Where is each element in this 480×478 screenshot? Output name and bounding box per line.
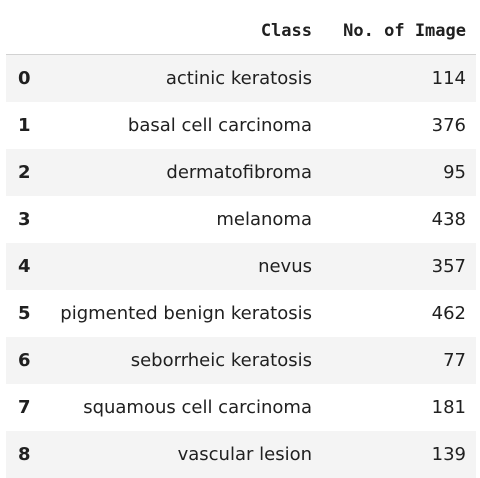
table-body: 0 actinic keratosis 114 1 basal cell car… — [6, 54, 476, 478]
header-class: Class — [46, 8, 317, 55]
row-index: 5 — [18, 302, 31, 324]
table-row: 0 actinic keratosis 114 — [6, 54, 476, 102]
row-class: vascular lesion — [177, 443, 312, 465]
row-class: actinic keratosis — [165, 67, 312, 89]
row-class: pigmented benign keratosis — [60, 302, 312, 324]
row-count: 181 — [431, 396, 466, 418]
row-count: 462 — [431, 302, 466, 324]
header-count: No. of Image — [317, 8, 476, 55]
table-row: 1 basal cell carcinoma 376 — [6, 101, 476, 149]
table-row: 3 melanoma 438 — [6, 195, 476, 243]
row-count: 438 — [431, 208, 466, 230]
dataframe-output: Class No. of Image 0 actinic keratosis 1… — [6, 8, 476, 478]
row-count: 376 — [431, 114, 466, 136]
row-class: seborrheic keratosis — [130, 349, 312, 371]
table-row: 4 nevus 357 — [6, 242, 476, 290]
row-count: 139 — [431, 443, 466, 465]
row-index: 1 — [18, 114, 31, 136]
row-class: basal cell carcinoma — [127, 114, 312, 136]
table-row: 5 pigmented benign keratosis 462 — [6, 289, 476, 337]
row-count: 77 — [443, 349, 466, 371]
row-index: 6 — [18, 349, 31, 371]
row-count: 357 — [431, 255, 466, 277]
row-index: 4 — [18, 255, 31, 277]
dataframe-table: Class No. of Image 0 actinic keratosis 1… — [6, 8, 476, 478]
table-row: 2 dermatofibroma 95 — [6, 148, 476, 196]
row-index: 3 — [18, 208, 31, 230]
header-row: Class No. of Image — [6, 8, 476, 55]
row-index: 8 — [18, 443, 31, 465]
row-count: 95 — [443, 161, 466, 183]
table-header: Class No. of Image — [6, 8, 476, 55]
row-index: 7 — [18, 396, 31, 418]
row-index: 0 — [18, 67, 31, 89]
row-class: melanoma — [216, 208, 312, 230]
row-class: squamous cell carcinoma — [83, 396, 312, 418]
table-row: 7 squamous cell carcinoma 181 — [6, 383, 476, 431]
row-count: 114 — [431, 67, 466, 89]
row-class: nevus — [258, 255, 312, 277]
table-row: 6 seborrheic keratosis 77 — [6, 336, 476, 384]
table-row: 8 vascular lesion 139 — [6, 430, 476, 478]
row-class: dermatofibroma — [166, 161, 312, 183]
row-index: 2 — [18, 161, 31, 183]
header-index — [6, 8, 46, 55]
